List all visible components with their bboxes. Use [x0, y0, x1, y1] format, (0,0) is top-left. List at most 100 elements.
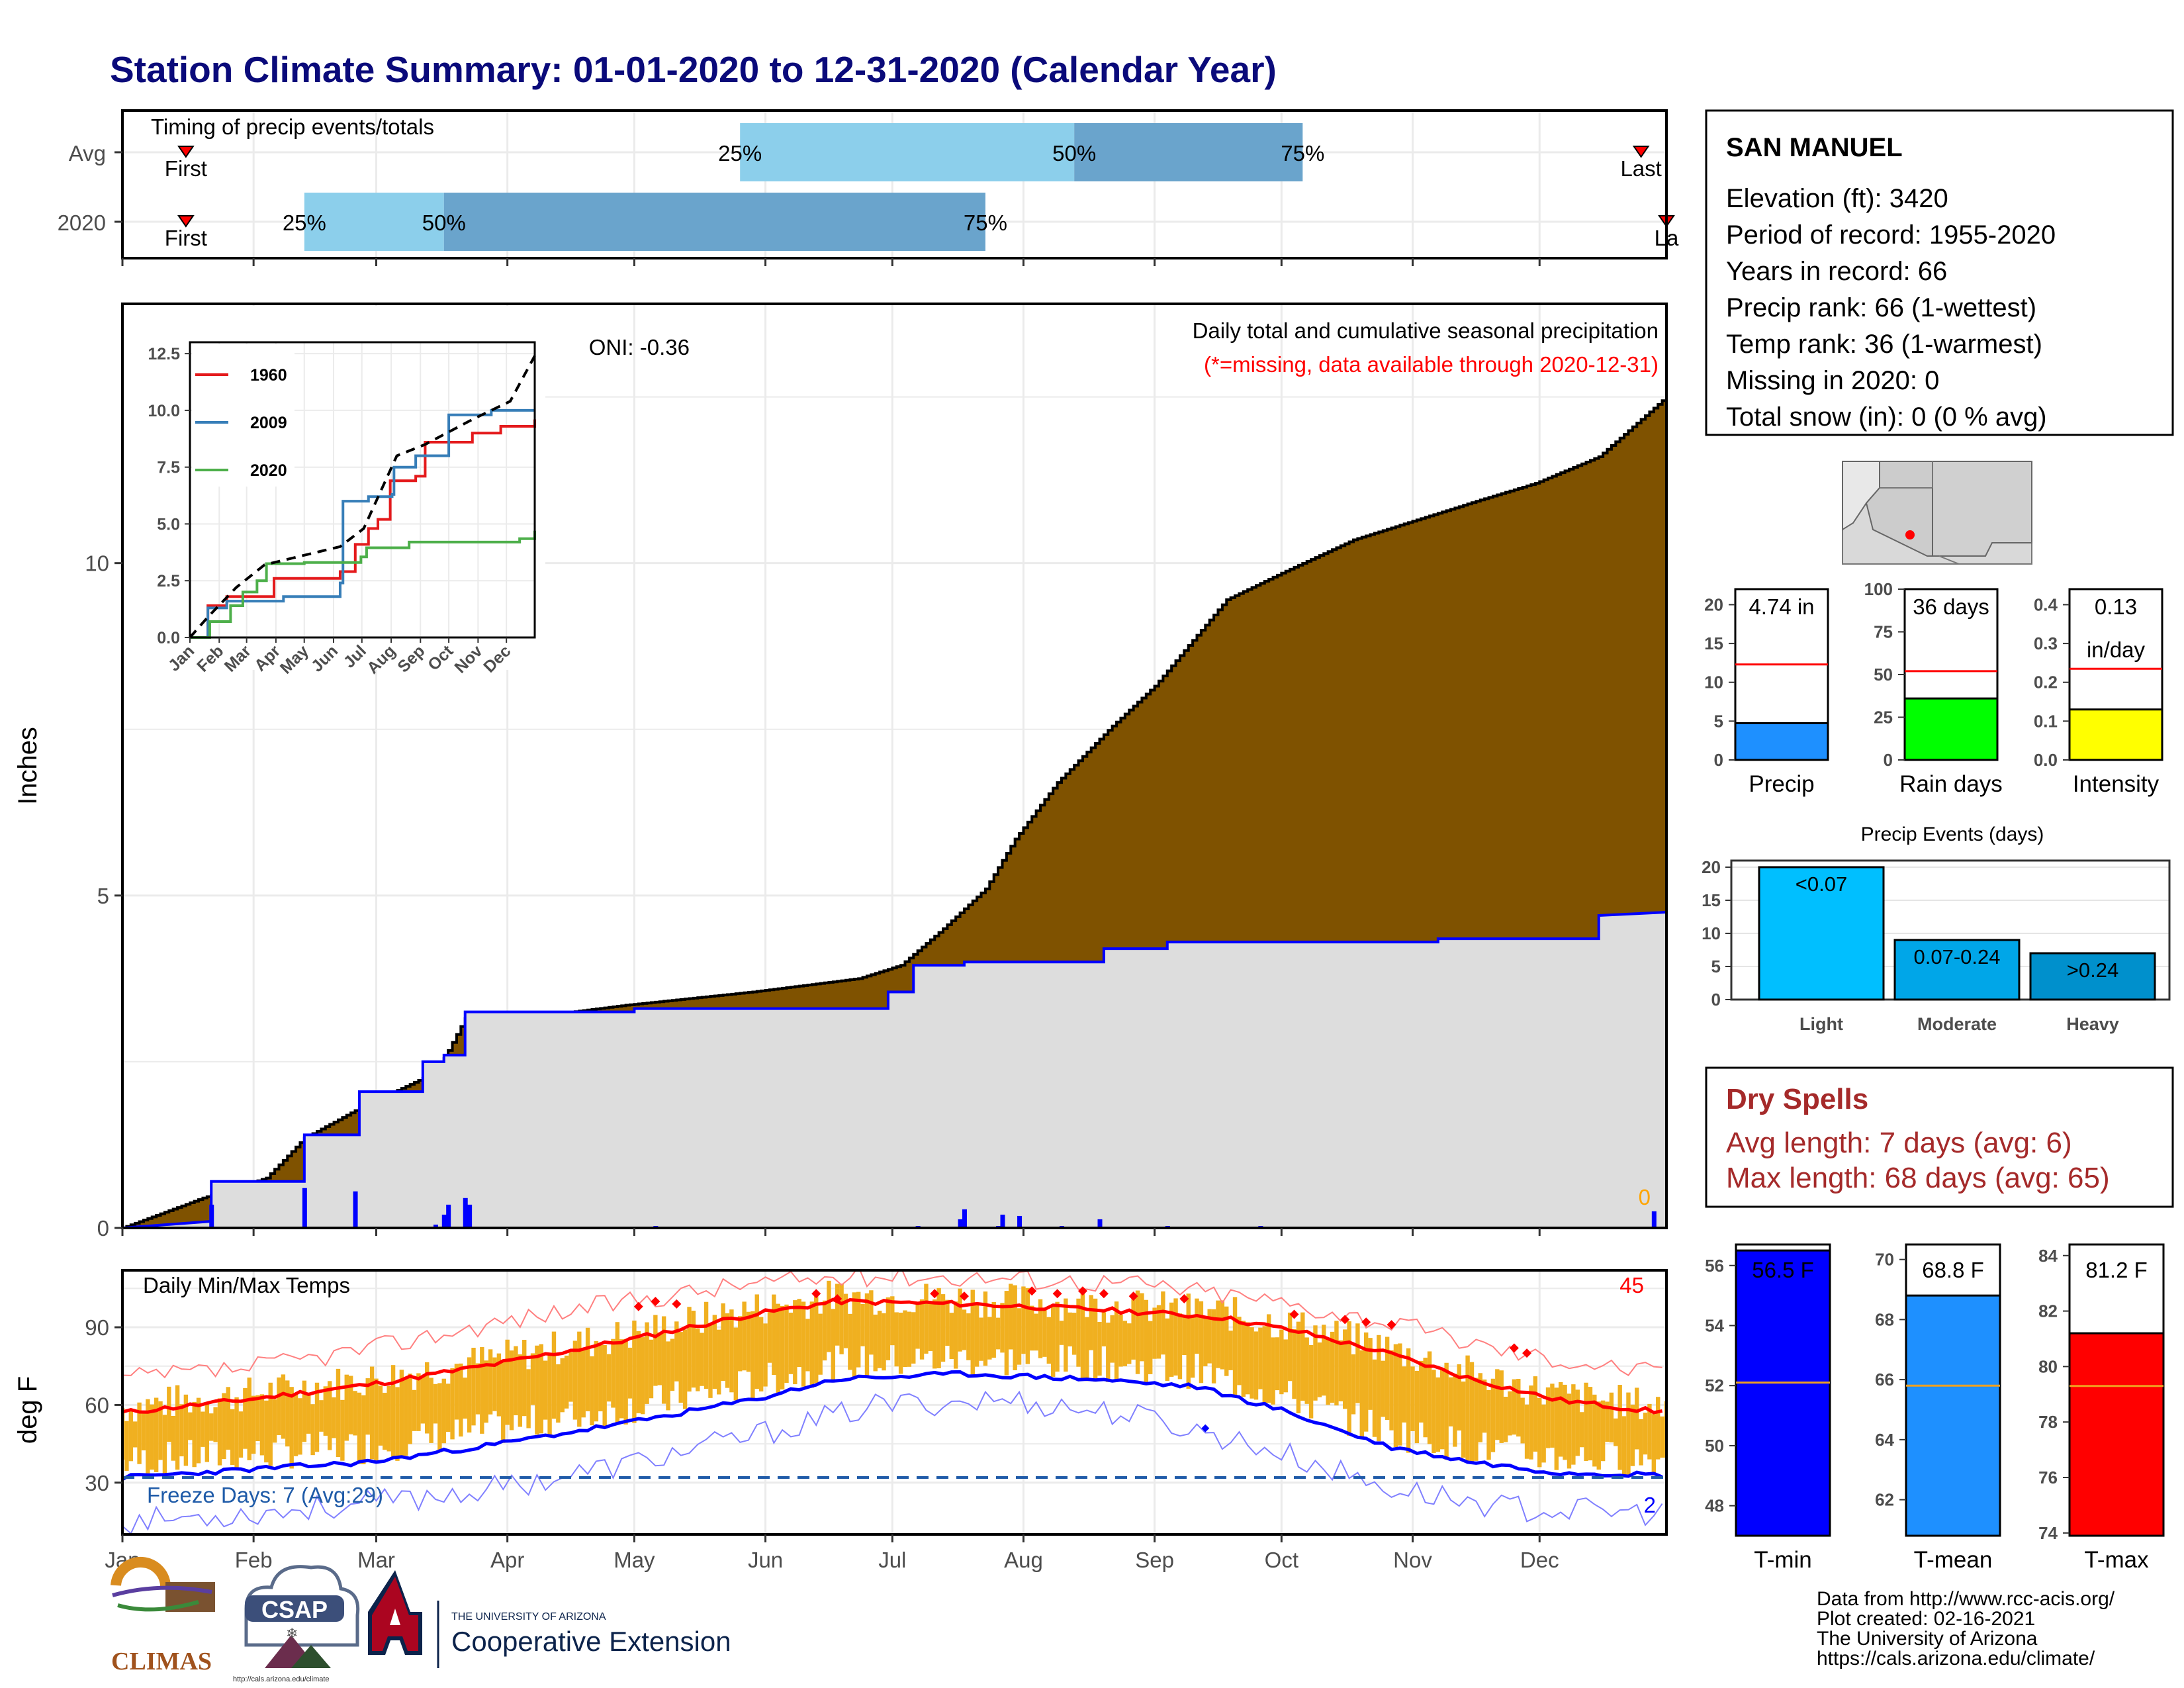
inset-ytick-label: 10.0	[148, 402, 180, 420]
daily-temp-bar	[1038, 1299, 1043, 1358]
daily-temp-bar	[860, 1303, 865, 1346]
daily-temp-bar	[903, 1310, 907, 1368]
daily-temp-bar	[928, 1303, 933, 1351]
daily-temp-bar	[1385, 1336, 1390, 1420]
daily-temp-bar	[281, 1374, 286, 1439]
daily-temp-bar	[264, 1400, 269, 1463]
events-category-label: Moderate	[1917, 1014, 1997, 1034]
timing-frame	[121, 109, 1668, 259]
daily-temp-bar	[1503, 1397, 1508, 1442]
daily-temp-bar	[167, 1386, 171, 1442]
station-precip-rank: Precip rank: 66 (1-wettest)	[1726, 293, 2036, 322]
daily-temp-bar	[898, 1312, 903, 1374]
daily-temp-bar	[1292, 1329, 1297, 1399]
daily-temp-bar	[501, 1360, 506, 1443]
daily-temp-bar	[327, 1381, 332, 1450]
cold-count: 2	[1644, 1493, 1656, 1517]
daily-temp-bar	[1423, 1357, 1428, 1438]
events-body: <0.07 Light 0.07-0.24 Moderate >0.24 Heavy 0 5 1…	[1702, 857, 2171, 1034]
temp-bar-ytick-label: 54	[1705, 1315, 1724, 1335]
inset-ytick-label: 5.0	[157, 515, 180, 534]
zero-label: 0	[1639, 1185, 1651, 1209]
daily-temp-bar	[1351, 1354, 1356, 1415]
daily-temp-bar	[471, 1348, 476, 1426]
daily-temp-bar	[1228, 1331, 1233, 1370]
precip-note: Daily total and cumulative seasonal prec…	[1193, 318, 1659, 343]
daily-temp-bar	[754, 1294, 759, 1389]
daily-temp-bar	[1296, 1321, 1301, 1413]
daily-temp-bar	[183, 1394, 189, 1466]
temp-bar-ytick-label: 50	[1705, 1436, 1724, 1456]
daily-temp-bar	[1009, 1284, 1013, 1350]
daily-temp-bar	[390, 1365, 396, 1457]
daily-temp-bar	[602, 1344, 607, 1429]
daily-temp-bar	[425, 1362, 430, 1434]
svg-text:❄: ❄	[286, 1625, 298, 1642]
csap-logo: CSAP ❄ http://cals.arizona.edu/climate	[233, 1565, 360, 1683]
climas-logo: CLIMAS	[111, 1556, 215, 1675]
daily-temp-bar	[751, 1311, 755, 1399]
daily-temp-bar	[1093, 1298, 1098, 1382]
daily-temp-bar	[1190, 1317, 1195, 1378]
daily-temp-bar	[1372, 1359, 1377, 1437]
daily-temp-bar	[1377, 1335, 1381, 1442]
record-high-point	[1128, 1291, 1138, 1301]
avg-max-line	[122, 1297, 1663, 1415]
daily-temp-bar	[1313, 1325, 1318, 1401]
daily-temp-bar	[945, 1299, 950, 1346]
daily-temp-bar	[441, 1378, 446, 1444]
mini-bar-value: 4.74 in	[1749, 594, 1814, 619]
daily-temp-bar	[848, 1313, 852, 1370]
daily-temp-bar	[827, 1280, 831, 1352]
daily-temp-bar	[733, 1327, 739, 1401]
daily-temp-bar	[150, 1404, 154, 1470]
daily-temp-bar	[1089, 1295, 1093, 1350]
daily-temp-bar	[314, 1382, 320, 1452]
timing-xticks	[114, 151, 1541, 266]
daily-temp-bar	[543, 1360, 548, 1420]
ua-logo: THE UNIVERSITY OF ARIZONA Cooperative Ex…	[368, 1570, 731, 1668]
daily-temp-bar	[1651, 1414, 1657, 1476]
footer: CLIMAS CSAP ❄ http://cals.arizona.edu/cl…	[111, 1556, 2115, 1683]
daily-temp-bar	[1177, 1313, 1183, 1380]
daily-temp-bar	[1609, 1392, 1614, 1442]
daily-temp-bar	[319, 1400, 324, 1432]
daily-temp-bar	[1165, 1318, 1169, 1382]
daily-temp-bar	[369, 1366, 375, 1460]
daily-temp-bar	[809, 1301, 815, 1388]
daily-temp-bar	[1605, 1401, 1610, 1442]
daily-temp-bar	[357, 1392, 362, 1464]
daily-temp-bar	[1584, 1382, 1588, 1461]
daily-temp-bar	[1381, 1360, 1385, 1417]
daily-temp-bar	[1478, 1373, 1482, 1442]
daily-temp-bar	[738, 1316, 743, 1372]
daily-temp-bar	[572, 1340, 578, 1420]
daily-temp-bar	[717, 1329, 721, 1395]
daily-temp-bar	[886, 1297, 891, 1360]
daily-temp-bar	[1338, 1340, 1343, 1401]
timing-label: Timing of precip events/totals	[151, 115, 434, 139]
map-new-mexico	[1932, 461, 2032, 557]
timing-p75-label: 75%	[1281, 141, 1324, 165]
daily-temp-bar	[1330, 1331, 1335, 1403]
daily-temp-bar	[323, 1386, 328, 1436]
month-label: Dec	[1520, 1548, 1559, 1572]
daily-temp-bar	[615, 1322, 620, 1424]
temp-bar-ytick-label: 70	[1875, 1250, 1894, 1270]
daily-temp-bar	[158, 1401, 163, 1460]
daily-temp-bar	[1216, 1300, 1220, 1368]
dry-spells-avg: Avg length: 7 days (avg: 6)	[1726, 1127, 2072, 1159]
daily-temp-bar	[632, 1320, 637, 1423]
daily-temp-bar	[1322, 1325, 1326, 1396]
temp-bar-t-mean	[1905, 1294, 2001, 1537]
daily-temp-bar	[496, 1353, 502, 1417]
temp-bar-ytick-label: 64	[1875, 1430, 1894, 1450]
record-high-point	[1340, 1315, 1350, 1325]
daily-temp-bar	[564, 1355, 569, 1409]
station-period: Period of record: 1955-2020	[1726, 220, 2056, 250]
daily-temp-bar	[209, 1413, 214, 1441]
daily-temp-bar	[691, 1311, 696, 1388]
daily-temp-bar	[1529, 1385, 1533, 1460]
daily-temp-bar	[1567, 1393, 1572, 1469]
daily-temp-bar	[704, 1301, 709, 1389]
